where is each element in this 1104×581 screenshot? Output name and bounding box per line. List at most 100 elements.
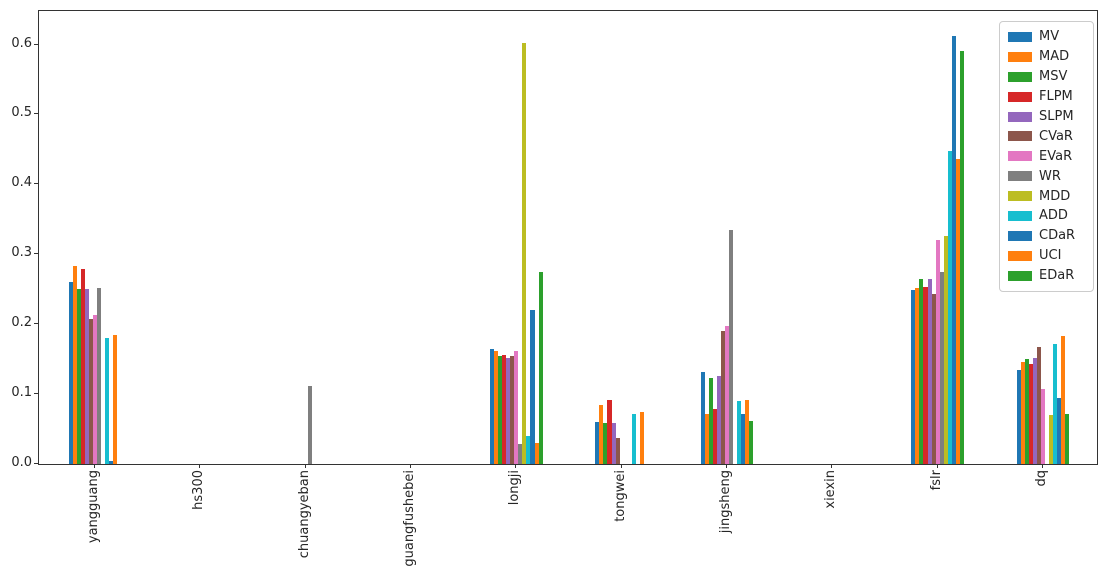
- bar-MDD-fslr: [943, 236, 948, 464]
- bar-UCI-tongwei: [639, 412, 644, 464]
- legend-item-UCI: UCI: [1008, 246, 1086, 266]
- bar-MSV-dq: [1024, 359, 1029, 464]
- legend-item-MAD: MAD: [1008, 47, 1086, 67]
- y-tick-mark: [34, 113, 38, 115]
- bar-UCI-jingsheng: [745, 399, 750, 464]
- bar-MV-jingsheng: [700, 371, 705, 464]
- x-tick-label-xiexin: xiexin: [823, 470, 839, 509]
- bar-SLPM-longji: [506, 358, 511, 464]
- bar-SLPM-jingsheng: [716, 375, 721, 464]
- bar-UCI-yangguang: [113, 335, 118, 464]
- bar-ADD-tongwei: [631, 413, 636, 464]
- bar-MAD-fslr: [915, 287, 920, 464]
- legend-label: MAD: [1039, 49, 1070, 65]
- bar-WR-longji: [518, 444, 523, 464]
- bar-MSV-jingsheng: [708, 378, 713, 464]
- bar-MAD-yangguang: [72, 266, 77, 464]
- bar-FLPM-yangguang: [80, 268, 85, 464]
- bar-EVaR-dq: [1040, 389, 1045, 464]
- bar-WR-yangguang: [97, 287, 102, 464]
- bar-SLPM-dq: [1032, 357, 1037, 464]
- bar-MV-yangguang: [68, 282, 73, 464]
- legend-swatch-MAD: [1008, 51, 1032, 62]
- x-tick-mark: [515, 464, 517, 468]
- x-tick-label-dq: dq: [1033, 470, 1049, 487]
- legend-swatch-FLPM: [1008, 91, 1032, 102]
- y-tick-label: 0.1: [11, 385, 32, 401]
- bar-CDaR-dq: [1057, 397, 1062, 464]
- legend-swatch-MV: [1008, 31, 1032, 42]
- bar-EVaR-longji: [514, 350, 519, 464]
- legend-label: CDaR: [1039, 228, 1076, 244]
- y-tick-label: 0.2: [11, 315, 32, 331]
- bar-FLPM-jingsheng: [712, 409, 717, 464]
- bar-CDaR-fslr: [951, 36, 956, 464]
- bar-MAD-longji: [494, 350, 499, 464]
- x-tick-mark: [409, 464, 411, 468]
- bar-SLPM-tongwei: [611, 423, 616, 464]
- y-tick-mark: [34, 183, 38, 185]
- bar-CDaR-yangguang: [109, 460, 114, 464]
- legend-swatch-MSV: [1008, 71, 1032, 82]
- bar-UCI-fslr: [955, 158, 960, 464]
- legend-label: EDaR: [1039, 268, 1075, 284]
- legend-item-CVaR: CVaR: [1008, 126, 1086, 146]
- y-tick-mark: [34, 323, 38, 325]
- bar-FLPM-tongwei: [607, 399, 612, 464]
- legend-swatch-MDD: [1008, 191, 1032, 202]
- bar-EVaR-jingsheng: [724, 326, 729, 464]
- legend-swatch-WR: [1008, 171, 1032, 182]
- legend-label: MV: [1039, 29, 1060, 45]
- x-tick-mark: [304, 464, 306, 468]
- legend: MV MAD MSV FLPM SLPM CVaR EVaR WR MDD ADD CDaR UCI E…: [999, 21, 1094, 292]
- x-tick-mark: [94, 464, 95, 468]
- bar-EDaR-longji: [538, 271, 543, 464]
- legend-label: MDD: [1039, 188, 1071, 204]
- legend-label: MSV: [1039, 69, 1068, 85]
- y-tick-mark: [34, 43, 38, 45]
- bar-CDaR-jingsheng: [741, 413, 746, 464]
- x-tick-mark: [620, 464, 622, 468]
- x-tick-mark: [1041, 464, 1043, 468]
- legend-label: UCI: [1039, 248, 1062, 264]
- bar-ADD-yangguang: [105, 338, 110, 464]
- legend-swatch-ADD: [1008, 210, 1032, 221]
- bar-UCI-longji: [534, 443, 539, 464]
- x-tick-label-tongwei: tongwei: [612, 470, 628, 522]
- bar-MV-fslr: [911, 289, 916, 464]
- y-tick-label: 0.6: [11, 35, 32, 51]
- bar-ADD-jingsheng: [737, 401, 742, 464]
- bar-CVaR-dq: [1036, 347, 1041, 464]
- legend-label: FLPM: [1039, 89, 1073, 105]
- x-tick-mark: [831, 464, 833, 468]
- bar-FLPM-longji: [502, 354, 507, 464]
- y-tick-label: 0.5: [11, 105, 32, 121]
- x-tick-mark: [936, 464, 938, 468]
- x-tick-mark: [199, 464, 201, 468]
- legend-item-MDD: MDD: [1008, 186, 1086, 206]
- x-tick-label-longji: longji: [507, 470, 523, 506]
- legend-item-SLPM: SLPM: [1008, 107, 1086, 127]
- legend-item-ADD: ADD: [1008, 206, 1086, 226]
- bar-EVaR-fslr: [935, 239, 940, 464]
- bar-CDaR-longji: [530, 309, 535, 464]
- legend-swatch-UCI: [1008, 250, 1032, 261]
- bar-CVaR-fslr: [931, 294, 936, 464]
- bar-MAD-dq: [1020, 361, 1025, 464]
- bar-MSV-longji: [498, 356, 503, 464]
- x-tick-label-hs300: hs300: [191, 470, 207, 510]
- bar-MSV-tongwei: [603, 422, 608, 464]
- legend-item-EVaR: EVaR: [1008, 146, 1086, 166]
- bar-FLPM-dq: [1028, 364, 1033, 464]
- y-tick-mark: [34, 463, 38, 464]
- bar-MAD-jingsheng: [704, 413, 709, 464]
- x-tick-label-fslr: fslr: [928, 470, 944, 491]
- bar-SLPM-yangguang: [84, 289, 89, 464]
- legend-label: SLPM: [1039, 109, 1074, 124]
- legend-swatch-EVaR: [1008, 151, 1032, 162]
- x-tick-mark: [725, 464, 727, 468]
- legend-swatch-EDaR: [1008, 270, 1032, 281]
- bar-MSV-yangguang: [76, 288, 81, 464]
- y-tick-label: 0.3: [11, 245, 32, 261]
- legend-item-WR: WR: [1008, 166, 1086, 186]
